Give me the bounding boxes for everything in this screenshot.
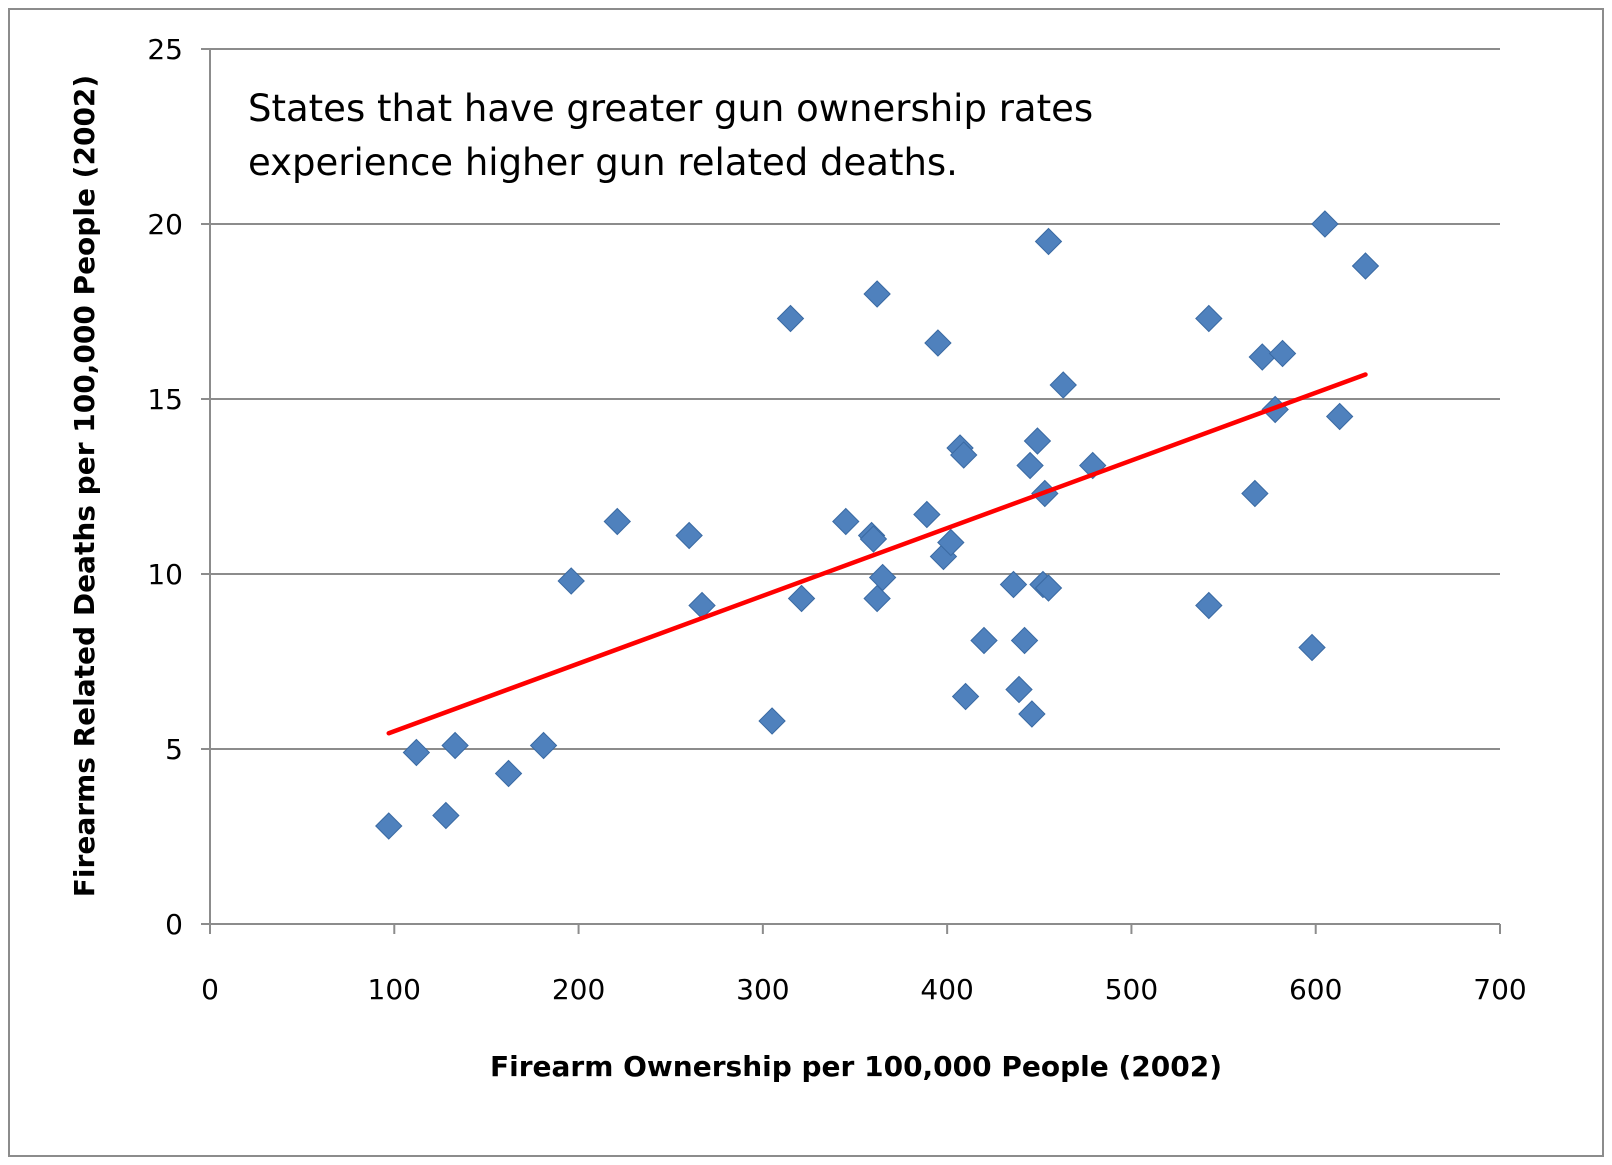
data-point-19	[913, 500, 941, 529]
chart-frame	[8, 8, 1604, 1157]
annotation-line-2: experience higher gun related deaths.	[248, 141, 958, 184]
data-point-28	[1005, 675, 1033, 704]
data-point-10	[758, 707, 786, 735]
data-point-4	[494, 759, 523, 788]
data-point-29	[1010, 626, 1039, 655]
data-point-37	[1049, 371, 1077, 399]
y-tick-label: 0	[165, 908, 183, 941]
axes	[201, 48, 1501, 934]
data-point-26	[970, 626, 998, 655]
data-point-31	[1018, 700, 1046, 728]
data-point-41	[1241, 479, 1269, 508]
data-point-22	[937, 528, 965, 557]
data-point-36	[1034, 574, 1063, 602]
data-point-40	[1195, 591, 1223, 620]
data-point-25	[951, 682, 980, 711]
data-point-2	[432, 801, 460, 830]
data-point-8	[675, 521, 703, 550]
x-tick-label: 100	[368, 973, 421, 1006]
x-axis-title: Firearm Ownership per 100,000 People (20…	[490, 1050, 1222, 1083]
data-point-3	[441, 731, 469, 760]
data-point-46	[1311, 210, 1339, 238]
data-point-39	[1195, 304, 1223, 333]
data-point-12	[787, 584, 816, 613]
data-point-35	[1034, 227, 1063, 256]
y-tick-label: 5	[165, 733, 183, 766]
data-point-18	[868, 563, 897, 592]
data-point-6	[557, 567, 585, 595]
data-point-16	[863, 280, 891, 308]
data-point-1	[402, 738, 431, 767]
y-tick-label: 20	[147, 208, 183, 241]
trendline-group	[386, 372, 1368, 736]
data-point-11	[776, 304, 805, 333]
data-point-20	[924, 329, 952, 357]
x-tick-label: 400	[920, 973, 973, 1006]
y-tick-label: 10	[147, 558, 183, 591]
data-point-0	[375, 812, 403, 840]
annotation-line-1: States that have greater gun ownership r…	[248, 87, 1093, 130]
x-tick-label: 200	[552, 973, 605, 1006]
data-point-32	[1023, 427, 1052, 455]
x-tick-label: 300	[736, 973, 789, 1006]
data-points	[375, 210, 1380, 840]
data-point-7	[603, 507, 631, 536]
data-point-42	[1248, 343, 1276, 371]
data-point-44	[1268, 339, 1297, 368]
data-point-15	[859, 525, 888, 553]
trendline	[386, 372, 1368, 736]
y-tick-label: 15	[147, 383, 183, 416]
data-point-30	[1016, 451, 1044, 480]
data-point-47	[1325, 402, 1354, 431]
data-point-45	[1298, 633, 1326, 662]
data-point-5	[529, 731, 558, 760]
tick-labels: 0 5 10 15 20 25 0 100 200 300 400 500 600 700	[147, 33, 1526, 1006]
data-point-48	[1351, 252, 1380, 280]
x-tick-label: 0	[201, 973, 219, 1006]
x-tick-label: 500	[1105, 973, 1158, 1006]
y-tick-label: 25	[147, 33, 183, 66]
y-axis-title: Firearms Related Deaths per 100,000 Peop…	[68, 75, 101, 897]
data-point-17	[863, 584, 891, 613]
data-point-24	[950, 441, 978, 469]
x-tick-label: 600	[1289, 973, 1342, 1006]
data-point-38	[1079, 451, 1107, 480]
x-tick-label: 700	[1473, 973, 1526, 1006]
data-point-27	[999, 570, 1028, 599]
data-point-13	[832, 507, 860, 536]
